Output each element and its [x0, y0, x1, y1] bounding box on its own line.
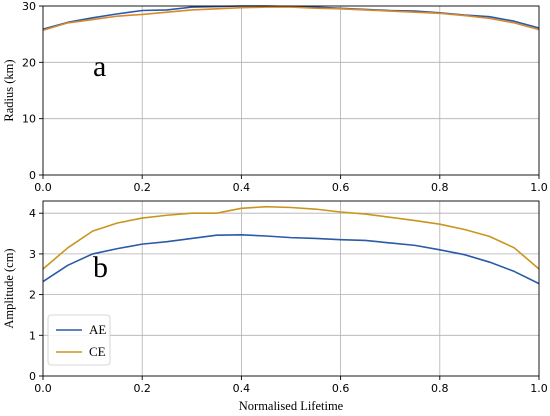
panel-b-ytick-label: 0 [29, 370, 36, 383]
panel-b-xtick-label: 0.2 [133, 382, 151, 395]
panel-b-ticks: 0.0 0.2 0.4 0.6 0.8 1.0 0 1 2 3 4 [29, 207, 548, 395]
panel-b-xtick-label: 0.6 [332, 382, 350, 395]
legend-label-ce: CE [89, 344, 106, 359]
panel-b-xtick-label: 0.8 [431, 382, 449, 395]
panel-a-xtick-label: 0.0 [34, 181, 52, 194]
legend: AE CE [47, 314, 111, 366]
panel-a-axes-frame [42, 5, 540, 176]
panel-b-ytick-label: 1 [29, 329, 36, 342]
panel-a-ytick-label: 20 [22, 56, 36, 69]
panel-a-xtick-label: 1.0 [530, 181, 548, 194]
panel-a-grid [43, 6, 539, 175]
panel-b-ytick-label: 3 [29, 248, 36, 261]
legend-label-ae: AE [89, 322, 106, 337]
panel-a-ylabel: Radius (km) [2, 59, 16, 121]
panel-a-xtick-label: 0.4 [233, 181, 251, 194]
panel-a-radius-chart: 0.0 0.2 0.4 0.6 0.8 1.0 0 10 20 30 Radius (km) a [2, 0, 548, 194]
panel-a-letter: a [93, 50, 106, 83]
panel-b-series-line-0 [42, 233, 540, 285]
panel-b-ytick-label: 2 [29, 289, 36, 302]
panel-b-ylabel: Amplitude (cm) [2, 248, 16, 328]
panel-a-ticks: 0.0 0.2 0.4 0.6 0.8 1.0 0 10 20 30 [22, 0, 548, 194]
panel-b-xtick-label: 1.0 [530, 382, 548, 395]
panel-b-series-line-1 [42, 205, 540, 270]
panel-b-xtick-label: 0.4 [233, 382, 251, 395]
panel-b-xlabel: Normalised Lifetime [239, 399, 344, 413]
panel-b-letter: b [93, 251, 108, 284]
panel-b-series [42, 205, 540, 285]
panel-b-amplitude-chart: 0.0 0.2 0.4 0.6 0.8 1.0 0 1 2 3 4 Amplitude (cm) N… [2, 200, 548, 413]
panel-b-ytick-label: 4 [29, 207, 36, 220]
panel-a-series-line-1 [42, 6, 540, 31]
panel-a-series [42, 5, 540, 31]
panel-a-series-line-0 [42, 5, 540, 30]
panel-a-xtick-label: 0.6 [332, 181, 350, 194]
panel-b-xtick-label: 0.0 [34, 382, 52, 395]
panel-a-ytick-label: 30 [22, 0, 36, 13]
panel-a-ytick-label: 0 [29, 169, 36, 182]
panel-a-ytick-label: 10 [22, 113, 36, 126]
panel-a-xtick-label: 0.8 [431, 181, 449, 194]
panel-b-grid [43, 201, 539, 376]
panel-a-xtick-label: 0.2 [133, 181, 151, 194]
panel-b-axes-frame [42, 200, 540, 377]
